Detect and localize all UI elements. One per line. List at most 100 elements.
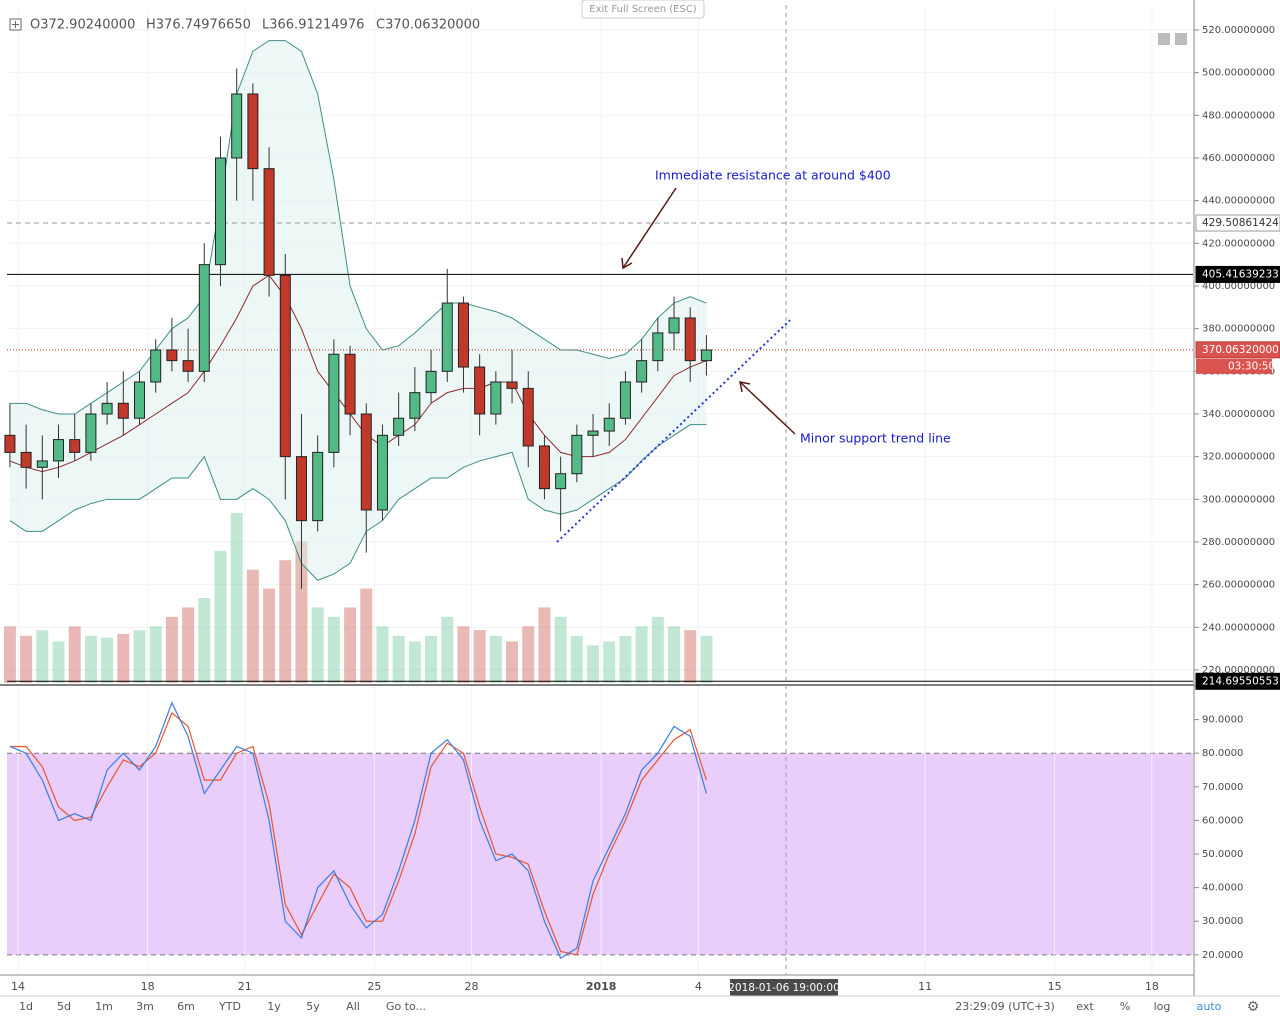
annotation-arrow	[739, 381, 796, 435]
volume-bar	[165, 616, 178, 683]
volume-bar	[198, 598, 211, 683]
candle-body	[117, 402, 129, 419]
volume-bar	[101, 637, 114, 683]
countdown-tag	[1196, 358, 1272, 374]
volume-bar	[473, 630, 486, 683]
volume-bar	[392, 635, 405, 683]
crosshair-date: 2018-01-06 19:00:00	[728, 982, 840, 994]
volume-bar	[554, 616, 567, 683]
y-tick-label: 60.0000	[1202, 815, 1243, 826]
option-button[interactable]: log	[1154, 1000, 1171, 1013]
range-button[interactable]: All	[346, 1000, 360, 1013]
range-button[interactable]: 1m	[95, 1000, 113, 1013]
candle-body	[441, 302, 453, 372]
y-tick-label: 460.00000000	[1202, 153, 1275, 164]
price-tag-label: 370.06320000	[1202, 344, 1279, 356]
x-tick-label: 18	[141, 980, 155, 993]
candle-body	[393, 417, 405, 436]
band-line	[9, 40, 707, 415]
y-tick-label: 480.00000000	[1202, 110, 1275, 121]
y-tick-label: 50.0000	[1202, 849, 1243, 860]
candle-body	[312, 451, 324, 522]
range-button[interactable]: 3m	[136, 1000, 154, 1013]
volume-bar	[408, 641, 421, 683]
volume-bar	[376, 626, 389, 683]
candle-body	[619, 381, 631, 419]
y-tick-label: 80.0000	[1202, 748, 1243, 759]
candle-body	[36, 460, 48, 468]
volume-bar	[182, 607, 195, 683]
candle-body	[231, 93, 243, 159]
candle-body	[684, 317, 696, 362]
option-button[interactable]: %	[1120, 1000, 1130, 1013]
volume-bar	[117, 633, 130, 683]
x-tick-label: 21	[238, 980, 252, 993]
pane-button[interactable]	[1175, 33, 1187, 45]
x-tick-label: 11	[918, 980, 932, 993]
settings-icon[interactable]: ⚙	[1247, 999, 1260, 1015]
y-tick-label: 440.00000000	[1202, 196, 1275, 207]
candle-body	[587, 430, 599, 436]
candle-body	[182, 360, 194, 372]
range-button[interactable]: 6m	[177, 1000, 195, 1013]
ohlc-high: H376.74976650	[146, 18, 251, 33]
stoch-line	[9, 701, 707, 960]
x-tick-label: 18	[1145, 980, 1159, 993]
option-button[interactable]: auto	[1197, 1000, 1222, 1013]
candle-body	[700, 349, 712, 362]
y-tick-label: 380.00000000	[1202, 324, 1275, 335]
price-tag	[1195, 672, 1280, 690]
candle-body	[53, 439, 65, 462]
volume-bar	[668, 626, 681, 683]
volume-bar	[52, 641, 65, 683]
volume-bar	[214, 550, 227, 683]
volume-bar	[327, 616, 340, 683]
option-button[interactable]: ext	[1076, 1000, 1094, 1013]
volume-bar	[457, 626, 470, 683]
y-tick-label: 400.00000000	[1202, 281, 1275, 292]
price-tag	[1195, 341, 1280, 359]
clock: 23:29:09 (UTC+3)	[955, 1000, 1055, 1013]
pane-button[interactable]	[1158, 33, 1170, 45]
range-button[interactable]: Go to...	[386, 1000, 426, 1013]
range-button[interactable]: 1y	[267, 1000, 281, 1013]
stoch-band	[7, 753, 1193, 955]
range-button[interactable]: 5y	[306, 1000, 320, 1013]
candle-body	[425, 370, 437, 394]
candle-body	[20, 451, 32, 468]
volume-bar	[344, 607, 357, 683]
volume-bar	[619, 635, 632, 683]
range-button[interactable]: 1d	[19, 1000, 33, 1013]
y-tick-label: 240.00000000	[1202, 622, 1275, 633]
y-tick-label: 70.0000	[1202, 782, 1243, 793]
volume-bar	[311, 607, 324, 683]
exit-button[interactable]	[581, 0, 705, 19]
candle-body	[668, 317, 680, 334]
stoch-line	[9, 711, 707, 956]
price-tag	[1195, 214, 1280, 232]
volume-bar	[68, 626, 81, 683]
candle-body	[279, 274, 291, 458]
header-icon[interactable]	[9, 18, 22, 31]
candle-body	[344, 353, 356, 415]
volume-bar	[506, 641, 519, 683]
volume-bar	[603, 641, 616, 683]
volume-bar	[36, 630, 49, 683]
candle-body	[101, 402, 113, 415]
volume-bar	[246, 569, 259, 683]
candle-body	[85, 413, 97, 453]
band-line	[9, 274, 707, 473]
y-tick-label: 280.00000000	[1202, 537, 1275, 548]
candle-body	[198, 264, 210, 372]
ohlc-open: O372.90240000	[30, 18, 135, 33]
volume-bar	[230, 513, 243, 683]
candle-body	[457, 302, 469, 368]
crosshair-date-tag	[730, 979, 838, 996]
volume-bar	[538, 607, 551, 683]
range-button[interactable]: 5d	[57, 1000, 71, 1013]
range-button[interactable]: YTD	[218, 1000, 241, 1013]
volume-bar	[149, 626, 162, 683]
volume-bar	[133, 630, 146, 683]
exit-button-label[interactable]: Exit Full Screen (ESC)	[589, 4, 697, 15]
volume-bar	[651, 616, 664, 683]
